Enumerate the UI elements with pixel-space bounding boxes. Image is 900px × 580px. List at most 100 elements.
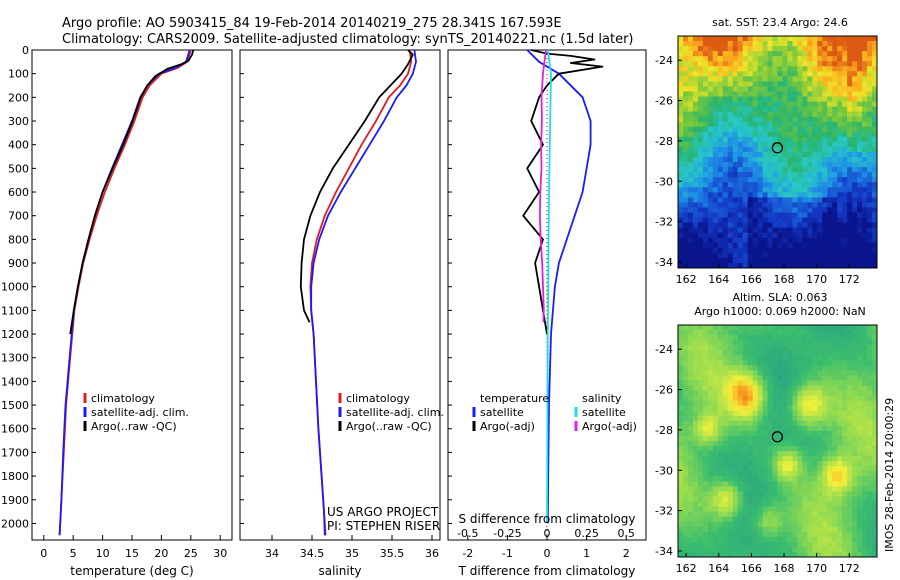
map-cell [837,36,843,42]
map-cell [678,96,684,102]
map-cell [732,66,739,72]
map-cell [862,227,868,234]
map-cell [678,167,684,173]
map-cell [727,172,734,178]
map-cell [857,501,863,507]
s-tick-label-0: -0.5 [457,527,478,540]
map-cell [782,162,788,168]
map-cell [722,360,729,366]
map-cell [842,516,848,523]
map-cell [722,106,729,113]
map-cell [812,345,818,351]
map-cell [712,212,719,218]
map-cell [817,511,823,518]
map-cell [757,197,763,203]
map-cell [867,541,873,548]
map-cell [682,526,689,533]
map-cell [812,86,818,92]
map-cell [787,365,793,371]
map-cell [787,375,793,381]
map-cell [837,262,843,269]
map-cell [817,516,823,523]
map-cell [727,252,734,259]
map-cell [707,257,714,264]
map-cell [682,456,689,462]
map-cell [817,141,823,148]
map-cell [802,227,808,234]
map-cell [842,441,848,447]
map-cell [757,435,763,442]
map-cell [712,456,719,462]
map-cell [822,116,828,123]
map-cell [727,531,734,538]
map-cell [732,375,739,381]
map-cell [732,441,739,447]
map-cell [817,325,823,331]
map-cell [787,192,793,198]
map-cell [757,365,763,371]
map-cell [682,370,689,376]
map-cell [687,162,694,168]
map-cell [817,365,823,371]
map-cell [822,390,828,397]
map-cell [822,257,828,264]
map-cell [737,157,744,163]
map-cell [792,461,798,467]
map-cell [717,350,724,356]
map-cell [712,131,719,138]
map-cell [747,242,754,249]
y-tick-label-18: 1800 [1,470,29,483]
map-cell [867,335,873,341]
map-cell [722,491,729,497]
map-cell [812,111,818,118]
map-cell [777,481,783,487]
map-cell [787,167,793,173]
map-cell [837,76,843,82]
map-cell [737,486,744,492]
map-cell [717,536,724,543]
map-cell [727,466,734,472]
map-cell [732,41,739,47]
map-cell [792,496,798,502]
map-cell [772,486,778,492]
map-cell [852,167,858,173]
map-cell [707,56,714,62]
map-cell [792,192,798,198]
map-cell [827,237,833,244]
map-cell [767,415,773,422]
map-cell [772,481,778,487]
map-cell [762,76,768,82]
map-cell [712,96,719,102]
map-cell [727,380,734,386]
map-cell [832,247,838,254]
map-cell [702,121,709,128]
map-cell [832,420,838,427]
map-cell [797,521,803,528]
map-cell [732,131,739,138]
map-cell [767,66,773,72]
map-cell [797,177,803,183]
map-cell [702,375,709,381]
map-cell [712,222,719,229]
map-cell [817,521,823,528]
argo-position-marker-1 [771,431,784,443]
map-cell [842,91,848,97]
map-cell [802,521,808,528]
map-cell [727,516,734,523]
map-cell [747,141,754,148]
map-cell [847,511,853,518]
map-cell [678,247,684,254]
map-cell [822,410,828,417]
map-cell [737,177,744,183]
map-cell [812,167,818,173]
map-cell [762,237,768,244]
map-cell [732,111,739,118]
map-cell [762,355,768,361]
map-cell [707,335,714,341]
map-cell [832,61,838,67]
map-cell [862,375,868,381]
map-cell [717,76,724,82]
map-cell [852,415,858,422]
map-cell [762,446,768,452]
sla-map-subtitle: Argo h1000: 0.069 h2000: NaN [694,305,866,318]
